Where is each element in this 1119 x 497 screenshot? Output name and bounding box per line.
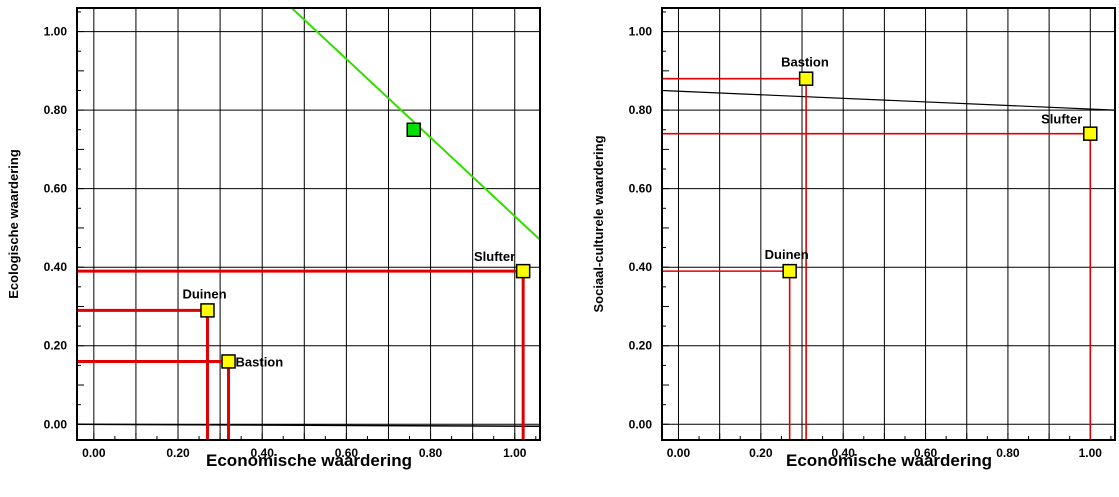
point-label: Bastion xyxy=(781,55,829,70)
x-tick-label: 0.00 xyxy=(82,446,106,460)
y-tick-label: 0.40 xyxy=(44,260,68,274)
y-tick-label: 1.00 xyxy=(629,25,653,39)
x-tick-label: 0.20 xyxy=(749,446,773,460)
y-axis-label: Ecologische waardering xyxy=(6,149,21,299)
y-tick-label: 0.20 xyxy=(44,339,68,353)
trend-line xyxy=(662,89,1115,111)
x-tick-label: 0.80 xyxy=(996,446,1020,460)
data-point-bastion xyxy=(798,71,814,86)
data-point-bastion xyxy=(221,354,236,369)
chart-panel-1: Duinen Bastion Slufter 0.00 0.20 0.40 0.60 0.80… xyxy=(6,7,541,470)
plot-area xyxy=(662,77,1115,440)
x-tick-label: 0.80 xyxy=(419,446,443,460)
point-label: Bastion xyxy=(236,354,284,369)
y-axis-label: Sociaal-culturele waardering xyxy=(591,135,606,312)
x-axis-label: Economische waardering xyxy=(206,451,412,470)
data-point-duinen xyxy=(782,263,797,279)
y-tick-label: 0.00 xyxy=(629,417,653,431)
baseline-line xyxy=(77,423,540,428)
y-tick-label: 0.60 xyxy=(44,182,68,196)
point-label: Slufter xyxy=(1041,112,1082,127)
y-tick-label: 0.20 xyxy=(629,339,653,353)
x-tick-label: 1.00 xyxy=(1079,446,1103,460)
x-tick-label: 0.40 xyxy=(832,446,856,460)
data-point-target xyxy=(406,122,421,137)
x-tick-label: 0.00 xyxy=(667,446,691,460)
x-tick-label: 0.60 xyxy=(914,446,938,460)
data-point-slufter xyxy=(1083,126,1098,141)
plot-frame xyxy=(76,7,541,441)
plot-area xyxy=(77,8,540,440)
y-tick-label: 0.60 xyxy=(629,182,653,196)
x-axis-label: Economische waardering xyxy=(786,451,992,470)
point-label: Duinen xyxy=(182,286,226,301)
data-point-duinen xyxy=(200,303,215,318)
point-label: Slufter xyxy=(474,249,515,264)
y-tick-label: 0.00 xyxy=(44,417,68,431)
y-tick-label: 0.80 xyxy=(629,103,653,117)
point-label: Duinen xyxy=(765,247,809,262)
y-tick-label: 0.80 xyxy=(44,103,68,117)
y-tick-label: 0.40 xyxy=(629,260,653,274)
chart-panel-2: Duinen Bastion Slufter 0.00 0.20 0.40 0.60 0.80… xyxy=(591,7,1116,470)
x-tick-label: 0.60 xyxy=(335,446,359,460)
data-point-slufter xyxy=(515,263,531,279)
x-tick-label: 0.20 xyxy=(166,446,190,460)
y-tick-label: 1.00 xyxy=(44,25,68,39)
x-tick-label: 1.00 xyxy=(503,446,527,460)
plot-frame xyxy=(661,7,1116,441)
x-tick-label: 0.40 xyxy=(251,446,275,460)
